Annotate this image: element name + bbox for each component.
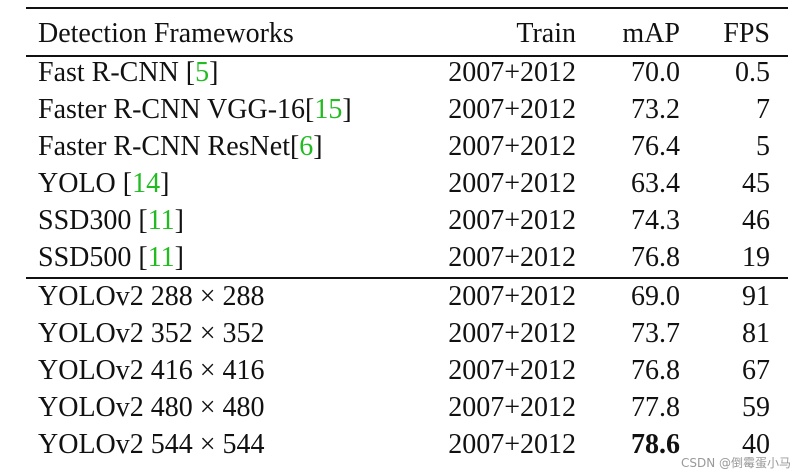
framework-name: YOLOv2 352 × 352 [38, 318, 265, 349]
fps-cell: 91 [742, 281, 770, 312]
header-cell: Detection Frameworks [38, 18, 294, 49]
header-cell: Train [516, 18, 576, 49]
map-cell: 73.2 [631, 94, 680, 125]
map-cell: 76.4 [631, 131, 680, 162]
train-cell: 2007+2012 [448, 281, 576, 312]
bracket: ] [313, 131, 323, 162]
framework-cell: YOLO [14] [38, 166, 418, 202]
fps-cell: 81 [742, 318, 770, 349]
citation: 14 [132, 168, 161, 199]
map-cell: 73.7 [631, 318, 680, 349]
map-cell: 76.8 [631, 242, 680, 273]
train-cell: 2007+2012 [448, 392, 576, 423]
framework-cell: SSD300 [11] [38, 203, 418, 239]
citation: 6 [299, 131, 314, 162]
header-cell: FPS [723, 18, 770, 49]
group-rule [26, 277, 788, 279]
fps-cell: 67 [742, 355, 770, 386]
header-rule [26, 55, 788, 57]
framework-cell: YOLOv2 352 × 352 [38, 316, 418, 352]
framework-name: SSD500 [ [38, 242, 148, 273]
fps-cell: 19 [742, 242, 770, 273]
framework-cell: YOLOv2 416 × 416 [38, 353, 418, 389]
train-cell: 2007+2012 [448, 318, 576, 349]
framework-name: Fast R-CNN [ [38, 57, 196, 88]
fps-cell: 46 [742, 205, 770, 236]
map-cell: 76.8 [631, 355, 680, 386]
bracket: ] [174, 242, 184, 273]
bracket: ] [174, 205, 184, 236]
train-cell: 2007+2012 [448, 429, 576, 460]
framework-cell: SSD500 [11] [38, 240, 418, 276]
fps-cell: 40 [742, 429, 770, 460]
framework-name: YOLOv2 416 × 416 [38, 355, 265, 386]
citation: 5 [195, 57, 210, 88]
header-cell: mAP [622, 18, 680, 49]
train-cell: 2007+2012 [448, 94, 576, 125]
bracket: ] [342, 94, 352, 125]
fps-cell: 0.5 [735, 57, 770, 88]
framework-name: Faster R-CNN ResNet[ [38, 131, 300, 162]
train-cell: 2007+2012 [448, 131, 576, 162]
bracket: ] [209, 57, 219, 88]
framework-name: Faster R-CNN VGG-16[ [38, 94, 315, 125]
framework-name: YOLOv2 288 × 288 [38, 281, 265, 312]
train-cell: 2007+2012 [448, 355, 576, 386]
framework-name: YOLOv2 544 × 544 [38, 429, 265, 460]
framework-cell: YOLOv2 480 × 480 [38, 390, 418, 426]
map-cell: 69.0 [631, 281, 680, 312]
citation: 11 [147, 242, 175, 273]
train-cell: 2007+2012 [448, 57, 576, 88]
train-cell: 2007+2012 [448, 242, 576, 273]
framework-name: YOLO [ [38, 168, 133, 199]
citation: 15 [314, 94, 343, 125]
fps-cell: 45 [742, 168, 770, 199]
train-cell: 2007+2012 [448, 205, 576, 236]
framework-cell: YOLOv2 288 × 288 [38, 279, 418, 315]
framework-cell: Faster R-CNN ResNet[6] [38, 129, 418, 165]
map-cell: 74.3 [631, 205, 680, 236]
top-rule [26, 7, 788, 9]
map-cell: 77.8 [631, 392, 680, 423]
fps-cell: 59 [742, 392, 770, 423]
map-cell: 63.4 [631, 168, 680, 199]
framework-name: YOLOv2 480 × 480 [38, 392, 265, 423]
fps-cell: 5 [756, 131, 770, 162]
fps-cell: 7 [756, 94, 770, 125]
framework-cell: YOLOv2 544 × 544 [38, 427, 418, 463]
watermark: CSDN @倒霉蛋小马 [680, 456, 791, 470]
bracket: ] [160, 168, 170, 199]
map-cell: 70.0 [631, 57, 680, 88]
citation: 11 [147, 205, 175, 236]
train-cell: 2007+2012 [448, 168, 576, 199]
framework-cell: Fast R-CNN [5] [38, 55, 418, 91]
map-cell: 78.6 [631, 429, 680, 460]
framework-name: SSD300 [ [38, 205, 148, 236]
framework-cell: Faster R-CNN VGG-16[15] [38, 92, 418, 128]
